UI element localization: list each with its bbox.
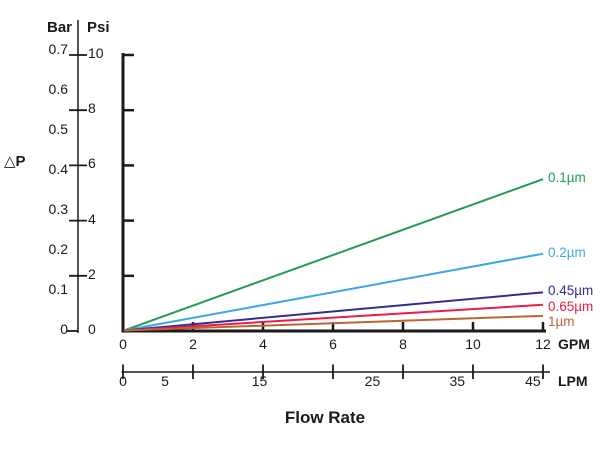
series-label-0.65µm: 0.65µm (548, 298, 594, 314)
bar-tick-0.6: 0.6 (48, 80, 68, 97)
psi-tick-6: 6 (88, 155, 96, 172)
gpm-tick-4: 4 (259, 336, 267, 352)
gpm-unit-label: GPM (558, 336, 590, 352)
bar-tick-0.4: 0.4 (48, 160, 68, 177)
psi-tick-2: 2 (88, 265, 96, 282)
series-label-0.45µm: 0.45µm (548, 283, 594, 299)
series-label-0.2µm: 0.2µm (548, 244, 586, 260)
series-label-0.1µm: 0.1µm (548, 170, 586, 186)
bar-tick-0.7: 0.7 (48, 40, 68, 57)
series-line-1µm (123, 314, 544, 332)
delta-p-axis-label: △P (4, 153, 26, 170)
gpm-tick-12: 12 (535, 336, 551, 352)
gpm-tick-8: 8 (399, 336, 407, 352)
bar-tick-0.2: 0.2 (48, 240, 68, 257)
lpm-tick-0: 0 (119, 373, 127, 389)
gpm-tick-10: 10 (465, 336, 481, 352)
lpm-tick-15: 15 (251, 373, 268, 389)
lpm-tick-25: 25 (364, 373, 381, 389)
gpm-tick-2: 2 (189, 336, 197, 352)
series-label-1µm: 1µm (548, 314, 575, 330)
bar-tick-0.5: 0.5 (48, 120, 68, 137)
psi-tick-8: 8 (88, 100, 96, 117)
lpm-tick-35: 35 (449, 373, 466, 389)
gpm-tick-0: 0 (119, 336, 127, 352)
bar-tick-0: 0 (60, 321, 68, 337)
bar-tick-0.3: 0.3 (48, 200, 68, 217)
series-line-0.1µm (123, 178, 544, 332)
series-line-0.2µm (123, 252, 544, 332)
gpm-tick-6: 6 (329, 336, 337, 352)
lpm-tick-5: 5 (161, 373, 169, 389)
bar-axis-title: Bar (46, 19, 72, 36)
psi-tick-4: 4 (88, 210, 96, 227)
psi-axis-title: Psi (87, 19, 110, 36)
bar-tick-0.1: 0.1 (48, 280, 68, 297)
x-axis-title: Flow Rate (284, 408, 366, 427)
psi-tick-10: 10 (88, 45, 104, 61)
psi-tick-0: 0 (88, 321, 96, 337)
series-line-0.45µm (123, 291, 544, 332)
lpm-tick-45: 45 (525, 373, 541, 389)
series-line-0.65µm (123, 303, 544, 332)
lpm-unit-label: LPM (558, 373, 588, 389)
